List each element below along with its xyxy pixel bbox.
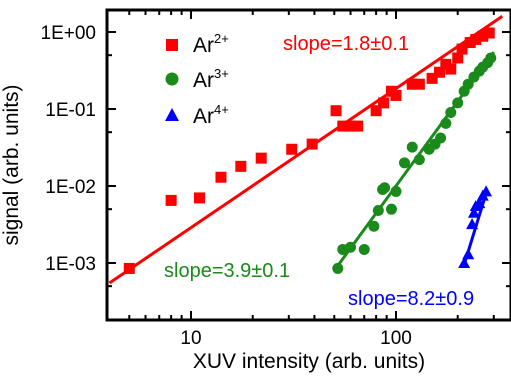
y-tick-label-0: 1E+00 [41, 23, 96, 44]
data-point-ar3 [435, 132, 447, 144]
data-point-ar3 [379, 182, 391, 194]
fit-lines [108, 15, 504, 285]
data-point-ar2 [406, 78, 418, 90]
data-point-ar3 [398, 157, 410, 169]
data-point-ar4 [473, 197, 486, 209]
data-point-ar3 [452, 97, 464, 109]
data-point-ar3 [440, 117, 452, 129]
data-point-ar2 [123, 262, 135, 274]
data-point-ar2 [165, 194, 177, 206]
y-tick-label-3: 1E-03 [45, 254, 96, 275]
data-point-ar3 [372, 205, 384, 217]
data-point-ar4 [458, 257, 471, 268]
data-point-ar2 [352, 120, 364, 132]
legend-ion-ar4: Ar [193, 105, 214, 128]
data-point-ar2 [433, 66, 445, 78]
data-point-ar2 [426, 72, 438, 84]
data-point-ar2 [337, 120, 349, 132]
data-point-ar2 [464, 37, 476, 49]
legend-charge-ar3: 3+ [214, 66, 229, 81]
legend-marker-ar3 [165, 72, 179, 86]
data-point-ar3 [445, 107, 457, 119]
data-point-ar2 [413, 78, 425, 90]
data-point-ar2 [215, 171, 227, 183]
data-point-ar2 [456, 43, 468, 55]
data-point-ar3 [413, 154, 425, 166]
data-point-ar2 [330, 105, 342, 117]
data-point-ar2 [477, 30, 489, 42]
data-point-ar2 [445, 63, 457, 75]
data-point-ar3 [406, 141, 418, 153]
data-point-ar3 [332, 262, 344, 274]
data-point-ar3 [358, 243, 370, 255]
data-point-ar4 [480, 185, 493, 197]
legend-ion-ar3: Ar [193, 69, 214, 92]
data-point-ar2 [390, 89, 402, 101]
data-point-ar2 [470, 33, 482, 45]
plot-area [105, 8, 511, 322]
data-point-ar4 [462, 248, 475, 260]
data-point-ar2 [483, 27, 495, 39]
legend-label-ar3: Ar3+ [193, 66, 229, 92]
x-axis-title: XUV intensity (arb. units) [193, 350, 425, 373]
annotation-slope-ar3: slope=3.9±0.1 [164, 260, 290, 282]
data-point-ar2 [255, 152, 267, 164]
axis-ticks [107, 10, 511, 320]
y-tick-label-2: 1E-02 [45, 177, 96, 198]
data-point-ar4 [466, 218, 479, 230]
y-tick-label-1: 1E-01 [45, 100, 96, 121]
legend: Ar2+ Ar3+ Ar4+ [165, 31, 229, 128]
data-point-ar3 [390, 185, 402, 197]
data-point-ar3 [368, 220, 380, 232]
data-point-ar2 [370, 105, 382, 117]
fit-line-ar2 [108, 15, 504, 285]
data-points [123, 27, 497, 274]
data-point-ar2 [235, 160, 247, 172]
data-point-ar3 [385, 203, 397, 215]
annotation-slope-ar4: slope=8.2±0.9 [348, 288, 474, 310]
data-point-ar2 [193, 192, 205, 204]
data-point-ar2 [452, 52, 464, 64]
legend-label-ar4: Ar4+ [193, 102, 229, 128]
data-point-ar3 [345, 241, 357, 253]
data-point-ar2 [345, 120, 357, 132]
legend-charge-ar4: 4+ [214, 102, 229, 117]
data-point-ar2 [378, 97, 390, 109]
y-axis-title: signal (arb. units) [0, 84, 23, 245]
data-point-ar3 [485, 52, 497, 64]
data-point-ar2 [286, 143, 298, 155]
x-tick-label-1: 100 [380, 328, 412, 349]
legend-label-ar2: Ar2+ [193, 31, 229, 57]
annotation-slope-ar2: slope=1.8±0.1 [283, 33, 409, 55]
x-tick-label-0: 10 [180, 328, 201, 349]
legend-marker-ar4 [165, 108, 179, 121]
legend-ion-ar2: Ar [193, 34, 214, 57]
data-point-ar2 [306, 138, 318, 150]
data-point-ar4 [467, 206, 480, 218]
legend-marker-ar2 [166, 39, 178, 51]
legend-charge-ar2: 2+ [214, 31, 229, 46]
